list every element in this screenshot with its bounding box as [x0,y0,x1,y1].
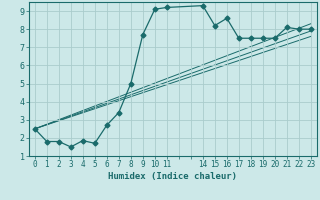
X-axis label: Humidex (Indice chaleur): Humidex (Indice chaleur) [108,172,237,181]
